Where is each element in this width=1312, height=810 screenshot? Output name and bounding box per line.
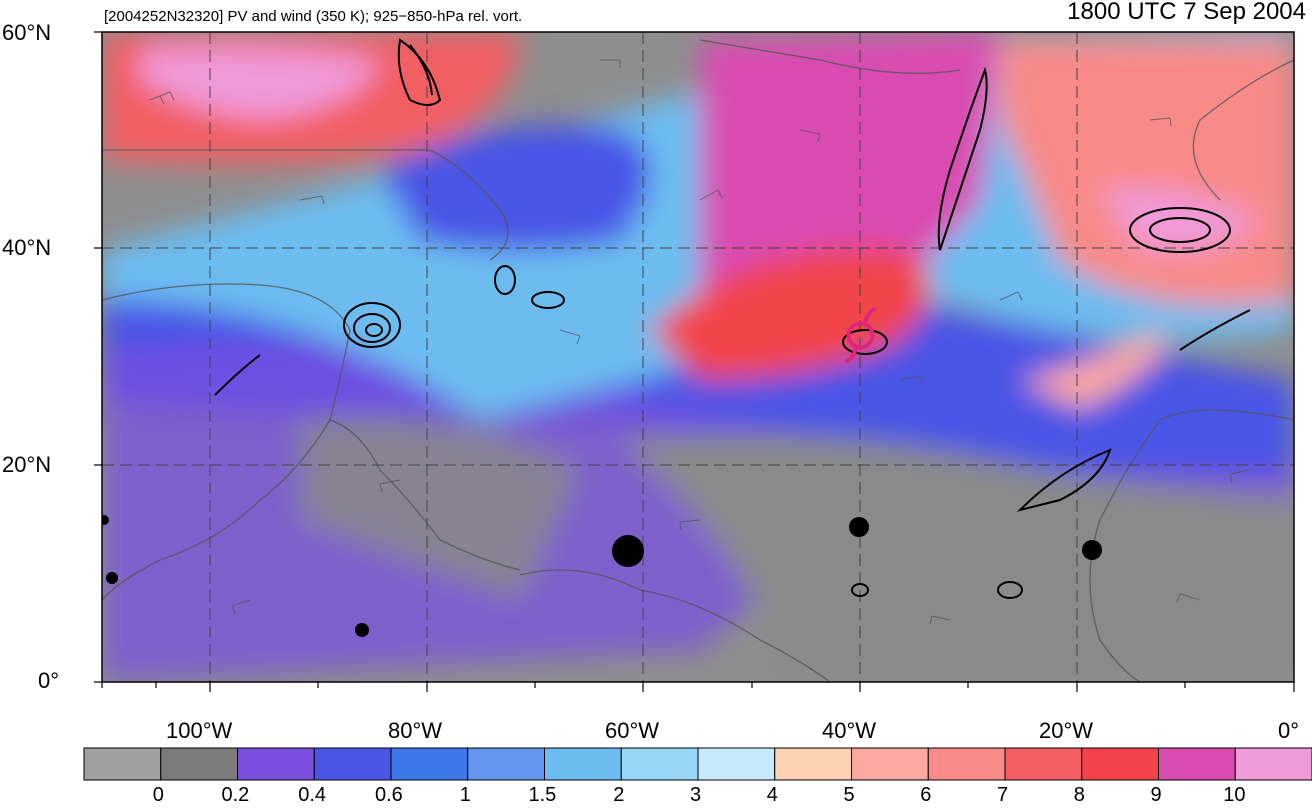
map-subtitle: [2004252N32320] PV and wind (350 K); 925… xyxy=(104,8,523,25)
lon-label-100w: 100°W xyxy=(166,718,233,743)
colorbar-label: 1.5 xyxy=(528,784,557,806)
colorbar-label: 0.6 xyxy=(375,784,403,806)
colorbar-label: 0.4 xyxy=(298,784,327,806)
colorbar-label: 7 xyxy=(997,784,1009,806)
map-title: 1800 UTC 7 Sep 2004 xyxy=(1067,0,1306,25)
lon-label-20w: 20°W xyxy=(1039,718,1094,743)
lat-label-60n: 60°N xyxy=(2,20,52,45)
lon-label-0: 0° xyxy=(1278,718,1300,743)
colorbar-swatch xyxy=(851,747,929,781)
lat-label-40n: 40°N xyxy=(2,235,52,260)
colorbar-label: 0 xyxy=(152,784,164,806)
lon-label-60w: 60°W xyxy=(605,718,660,743)
colorbar-swatch xyxy=(1004,747,1083,781)
colorbar-swatch xyxy=(83,747,162,781)
colorbar-label: 9 xyxy=(1150,784,1162,806)
wind-barbs xyxy=(149,59,1251,625)
colorbar-swatch xyxy=(1081,747,1159,781)
lat-label-0: 0° xyxy=(38,668,60,693)
colorbar-label: 1 xyxy=(459,784,471,806)
colorbar-swatch xyxy=(467,747,545,781)
colorbar-swatch xyxy=(237,747,315,781)
colorbar-swatch xyxy=(160,747,238,781)
colorbar-swatch xyxy=(313,747,392,781)
colorbar-swatch xyxy=(697,747,776,781)
lat-label-20n: 20°N xyxy=(2,452,52,477)
colorbar-swatch xyxy=(1234,747,1312,781)
colorbar-swatch xyxy=(774,747,852,781)
colorbar-label: 5 xyxy=(843,784,855,806)
colorbar-label: 0.2 xyxy=(221,784,250,806)
colorbar-label: 8 xyxy=(1073,784,1085,806)
colorbar-label: 2 xyxy=(613,784,625,806)
colorbar-label: 4 xyxy=(766,784,778,806)
colorbar-label: 6 xyxy=(920,784,932,806)
lon-label-40w: 40°W xyxy=(822,718,877,743)
colorbar-label: 10 xyxy=(1223,784,1246,806)
graticule xyxy=(102,32,1294,682)
vorticity-maxima xyxy=(102,515,1102,637)
colorbar-label: 3 xyxy=(690,784,702,806)
colorbar-swatch xyxy=(1158,747,1236,781)
lon-label-80w: 80°W xyxy=(388,718,443,743)
colorbar xyxy=(83,747,1312,781)
colorbar-swatch xyxy=(927,747,1006,781)
colorbar-swatch xyxy=(620,747,699,781)
axis-ticks xyxy=(94,31,1295,692)
colorbar-swatch xyxy=(390,747,469,781)
coastlines xyxy=(102,39,1294,682)
vorticity-contours xyxy=(214,38,1251,599)
colorbar-swatch xyxy=(544,747,622,781)
tropical-cyclone-icon xyxy=(844,307,877,364)
map-frame xyxy=(101,31,1295,683)
map-field xyxy=(102,32,1294,682)
